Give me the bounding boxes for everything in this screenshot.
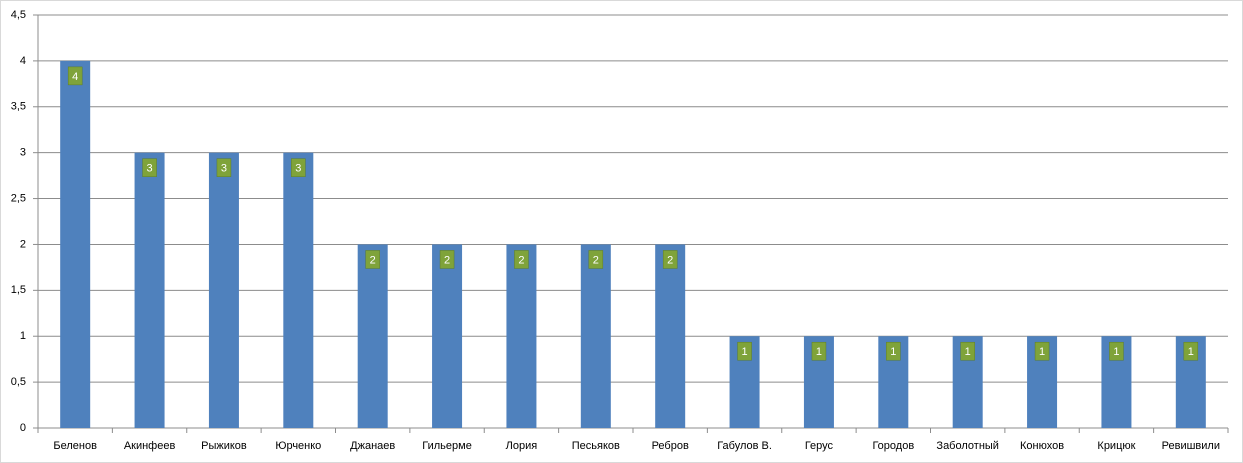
data-label: 2 [593, 254, 599, 266]
x-tick-label: Лория [506, 440, 538, 452]
x-tick-label: Джанаев [350, 440, 395, 452]
data-label-box [588, 250, 604, 269]
x-tick-label: Беленов [53, 440, 97, 452]
data-label-box [67, 66, 83, 86]
data-label: 2 [667, 254, 673, 266]
x-tick-label: Юрченко [275, 440, 321, 452]
data-label: 2 [518, 254, 524, 266]
data-label: 3 [147, 163, 153, 175]
data-label: 1 [1113, 346, 1119, 358]
data-label-box [1034, 341, 1050, 361]
x-tick-label: Рыжиков [201, 440, 247, 452]
y-tick-label: 1,5 [11, 284, 26, 296]
y-tick-label: 0,5 [11, 376, 26, 388]
data-label-box [811, 341, 827, 361]
data-label-box [886, 341, 901, 361]
x-tick-label: Ребров [652, 440, 689, 452]
bar [655, 244, 686, 428]
data-label: 4 [72, 71, 78, 83]
x-tick-label: Городов [872, 440, 914, 452]
y-tick-label: 3 [20, 147, 26, 159]
y-tick-label: 4,5 [11, 9, 26, 21]
data-label: 1 [1039, 346, 1045, 358]
data-label: 2 [370, 254, 376, 266]
bar [432, 244, 463, 428]
y-tick-label: 1 [20, 330, 26, 342]
data-label-box [662, 250, 678, 269]
x-tick-label: Акинфеев [124, 440, 176, 452]
y-tick-label: 3,5 [11, 101, 26, 113]
data-label-box [960, 341, 975, 361]
x-tick-label: Песьяков [572, 440, 620, 452]
x-tick-label: Герус [805, 440, 834, 452]
data-label: 1 [1188, 346, 1194, 358]
data-label-box [1109, 341, 1124, 361]
data-label-box [365, 250, 380, 269]
x-tick-label: Ревишвили [1162, 440, 1220, 452]
data-label-box [291, 158, 306, 177]
data-label: 1 [890, 346, 896, 358]
x-tick-label: Габулов В. [717, 440, 772, 452]
bar [283, 152, 314, 428]
y-tick-label: 0 [20, 422, 26, 434]
data-label-box [514, 250, 529, 269]
bar [60, 60, 91, 429]
bar [357, 244, 388, 428]
x-tick-label: Крицюк [1097, 440, 1135, 452]
data-label-box [439, 250, 455, 269]
bar [208, 152, 239, 428]
data-label: 2 [444, 254, 450, 266]
y-tick-label: 4 [20, 55, 26, 67]
x-tick-label: Заболотный [936, 440, 999, 452]
data-label: 3 [221, 163, 227, 175]
data-label: 1 [816, 346, 822, 358]
y-tick-label: 2,5 [11, 192, 26, 204]
data-label: 1 [965, 346, 971, 358]
x-tick-label: Конюхов [1020, 440, 1064, 452]
data-label-box [142, 158, 157, 177]
bar [580, 244, 611, 428]
data-label-box [216, 158, 232, 177]
bar [134, 152, 165, 428]
data-label: 1 [742, 346, 748, 358]
data-label-box [737, 341, 752, 361]
bar [506, 244, 537, 428]
x-tick-label: Гильерме [422, 440, 472, 452]
y-tick-label: 2 [20, 238, 26, 250]
data-label: 3 [295, 163, 301, 175]
data-label-box [1183, 341, 1199, 361]
